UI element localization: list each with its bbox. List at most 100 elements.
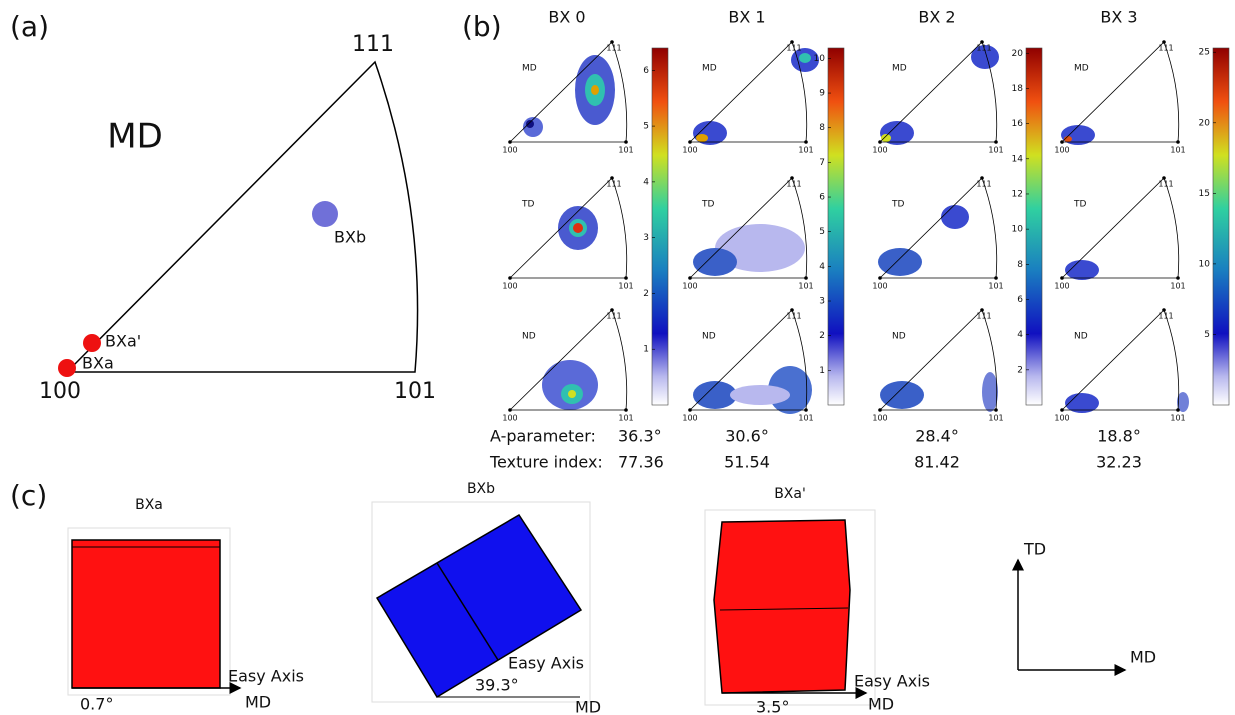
- colorbar-tick-label: 8: [1017, 260, 1023, 270]
- point: [58, 359, 76, 377]
- colorbar-tick-label: 2: [643, 289, 649, 299]
- colorbar-tick-label: 20: [1199, 118, 1211, 128]
- angle: 3.5°: [756, 698, 789, 715]
- texture-index: 32.23: [1096, 453, 1142, 472]
- corner-dot: [508, 140, 512, 144]
- colorbar: [827, 47, 845, 406]
- corner: 111: [976, 180, 991, 189]
- easy-axis-label: Easy Axis: [854, 672, 930, 691]
- column-title: BX 3: [1100, 8, 1137, 27]
- corner-dot: [610, 308, 614, 312]
- corner-dot: [624, 140, 628, 144]
- angle: 39.3°: [475, 676, 519, 695]
- corner: 100: [1054, 282, 1069, 291]
- colorbar-tick-label: 5: [819, 227, 825, 237]
- colorbar-tick-label: 10: [814, 54, 826, 64]
- corner: 101: [988, 146, 1003, 155]
- a-parameter: 30.6°: [725, 427, 769, 446]
- point-label: BXa': [105, 332, 141, 351]
- texture-index: 51.54: [724, 453, 770, 472]
- axis-label: TD: [1023, 540, 1046, 559]
- corner: 100: [1054, 414, 1069, 423]
- corner: 101: [1170, 414, 1185, 423]
- corner: 111: [1158, 180, 1173, 189]
- corner: 111: [976, 44, 991, 53]
- corner: 100: [1054, 146, 1069, 155]
- colorbar-tick-label: 1: [819, 366, 825, 376]
- corner: 100: [872, 414, 887, 423]
- row-label: TD: [1073, 200, 1086, 210]
- corner: 111: [786, 312, 801, 321]
- corner-dot: [688, 408, 692, 412]
- crystal: [713, 519, 851, 694]
- corner: 111: [606, 44, 621, 53]
- corner: 101: [394, 379, 436, 404]
- row-label: ND: [522, 332, 536, 342]
- ipf-triangle: [509, 177, 628, 279]
- colorbar-tick-label: 14: [1012, 154, 1024, 164]
- md-label: MD: [868, 695, 894, 714]
- colorbar-tick-label: 15: [1199, 189, 1210, 199]
- corner-dot: [688, 140, 692, 144]
- colorbar-tick-label: 6: [1017, 295, 1023, 305]
- angle: 0.7°: [80, 695, 113, 714]
- corner: 101: [798, 146, 813, 155]
- easy-axis-label: Easy Axis: [508, 654, 584, 673]
- crystal-title: BXa': [774, 486, 806, 502]
- colorbar-tick-label: 12: [1012, 189, 1023, 199]
- corner-dot: [624, 408, 628, 412]
- corner-dot: [804, 140, 808, 144]
- ipf-triangle: [1061, 309, 1180, 411]
- texture-index: 77.36: [618, 453, 664, 472]
- corner: 111: [352, 32, 394, 57]
- row-label: MD: [892, 64, 907, 74]
- corner-dot: [1162, 176, 1166, 180]
- colorbar-tick-label: 2: [819, 331, 825, 341]
- a-parameter: 36.3°: [618, 427, 662, 446]
- corner: 101: [798, 282, 813, 291]
- corner: 100: [39, 379, 81, 404]
- corner-dot: [1176, 140, 1180, 144]
- corner-dot: [1176, 276, 1180, 280]
- corner-dot: [1060, 408, 1064, 412]
- panel-label: (a): [10, 10, 49, 43]
- corner-dot: [1162, 40, 1166, 44]
- colorbar: [1212, 47, 1230, 406]
- corner-dot: [804, 276, 808, 280]
- colorbar-tick-label: 20: [1012, 49, 1024, 59]
- corner: 101: [1170, 282, 1185, 291]
- corner: 100: [872, 146, 887, 155]
- frame: [704, 509, 876, 706]
- corner: 101: [798, 414, 813, 423]
- corner: 100: [682, 146, 697, 155]
- point-label: BXb: [334, 228, 366, 247]
- corner: 100: [682, 282, 697, 291]
- colorbar-tick-label: 10: [1012, 225, 1024, 235]
- ipf-triangle: [65, 60, 419, 373]
- colorbar-tick-label: 4: [643, 177, 649, 187]
- colorbar-tick-label: 2: [1017, 365, 1023, 375]
- axis-label: MD: [1130, 648, 1156, 667]
- corner: 100: [872, 282, 887, 291]
- md-label: MD: [245, 693, 271, 712]
- ipf-triangle: [1061, 41, 1180, 143]
- row-label: TD: [891, 200, 904, 210]
- corner: 111: [786, 44, 801, 53]
- corner-dot: [994, 276, 998, 280]
- corner: 111: [1158, 44, 1173, 53]
- ipf-triangle: [689, 177, 808, 279]
- panel-label: (b): [462, 10, 502, 43]
- colorbar-tick-label: 25: [1199, 48, 1210, 58]
- row-label: A-parameter:: [490, 427, 596, 446]
- corner: 100: [502, 414, 517, 423]
- colorbar-tick-label: 9: [819, 89, 825, 99]
- colorbar-tick-label: 3: [819, 297, 825, 307]
- colorbar-tick-label: 18: [1012, 84, 1024, 94]
- corner-dot: [624, 276, 628, 280]
- column-title: BX 2: [918, 8, 955, 27]
- row-label: MD: [702, 64, 717, 74]
- corner-dot: [878, 408, 882, 412]
- colorbar: [651, 47, 669, 406]
- ipf-triangle: [879, 177, 998, 279]
